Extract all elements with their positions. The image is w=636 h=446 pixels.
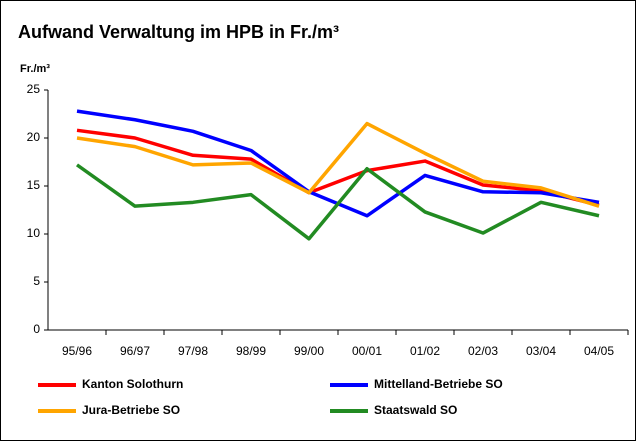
x-tick-label: 97/98: [178, 344, 208, 358]
y-tick-label: 15: [27, 178, 41, 192]
series-line: [75, 163, 600, 241]
series-line: [76, 128, 600, 207]
legend-label: Kanton Solothurn: [82, 377, 183, 391]
y-tick-label: 25: [27, 82, 41, 96]
x-tick-label: 99/00: [294, 344, 324, 358]
chart-title: Aufwand Verwaltung im HPB in Fr./m³: [18, 22, 339, 42]
x-tick-label: 98/99: [236, 344, 266, 358]
legend-label: Mittelland-Betriebe SO: [374, 377, 503, 391]
x-tick-label: 00/01: [352, 344, 382, 358]
x-tick-label: 02/03: [468, 344, 498, 358]
x-tick-label: 03/04: [526, 344, 556, 358]
y-tick-label: 10: [27, 226, 41, 240]
y-tick-label: 0: [33, 322, 40, 336]
series-line: [76, 121, 600, 208]
y-tick-label: 20: [27, 130, 41, 144]
y-axis-label: Fr./m³: [20, 63, 50, 75]
legend-label: Staatswald SO: [374, 403, 457, 417]
x-tick-label: 96/97: [120, 344, 150, 358]
y-tick-label: 5: [33, 274, 40, 288]
x-tick-label: 04/05: [584, 344, 614, 358]
x-tick-label: 01/02: [410, 344, 440, 358]
x-tick-label: 95/96: [62, 344, 92, 358]
legend-label: Jura-Betriebe SO: [82, 403, 180, 417]
